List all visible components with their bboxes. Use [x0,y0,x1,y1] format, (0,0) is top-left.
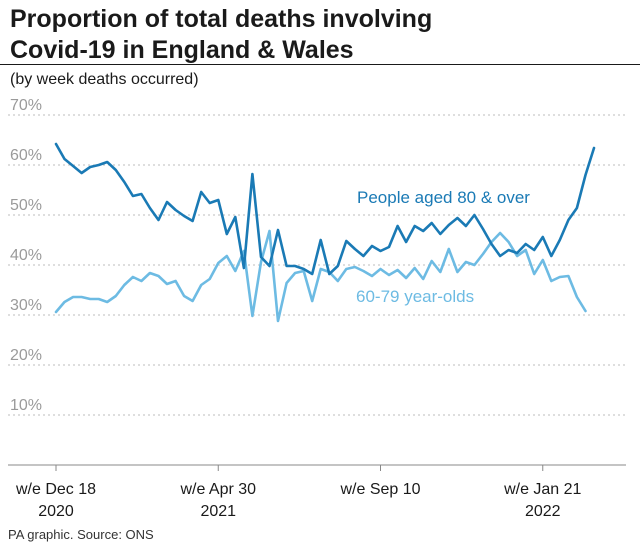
x-tick-label-year: 2021 [200,503,236,520]
title-line-2: Covid-19 in England & Wales [10,36,354,64]
x-axis-tick-labels: w/e Dec 18 2020 w/e Apr 30 2021 w/e Sep 10 w/… [15,465,582,520]
series-lines [54,142,596,323]
y-tick-label: 40% [10,247,42,264]
series-line-aged-60-79 [54,229,587,323]
y-tick-label: 60% [10,147,42,164]
x-tick-label: w/e Sep 10 [339,481,420,498]
x-tick-label: w/e Dec 18 [15,481,96,498]
y-axis-tick-labels: 10% 20% 30% 40% 50% 60% 70% [10,97,42,414]
gridlines [8,114,626,466]
title-line-1: Proportion of total deaths involving [10,5,433,33]
y-tick-label: 10% [10,397,42,414]
series-label-aged-60-79: 60-79 year-olds [356,287,474,306]
title-divider [0,64,640,65]
series-label-aged-80-and-over: People aged 80 & over [357,188,530,207]
y-tick-label: 70% [10,97,42,114]
y-tick-label: 50% [10,197,42,214]
source-credit: PA graphic. Source: ONS [8,527,154,542]
chart-subtitle: (by week deaths occurred) [10,71,199,88]
x-tick-label-year: 2020 [38,503,74,520]
y-tick-label: 20% [10,347,42,364]
series-line-aged-80-and-over [54,142,596,276]
x-tick-label-year: 2022 [525,503,561,520]
chart-title: Proportion of total deaths involving Cov… [10,4,610,66]
x-tick-label: w/e Jan 21 [503,481,581,498]
y-tick-label: 30% [10,297,42,314]
series-annotations: People aged 80 & over 60-79 year-olds [356,188,530,306]
x-tick-label: w/e Apr 30 [179,481,256,498]
